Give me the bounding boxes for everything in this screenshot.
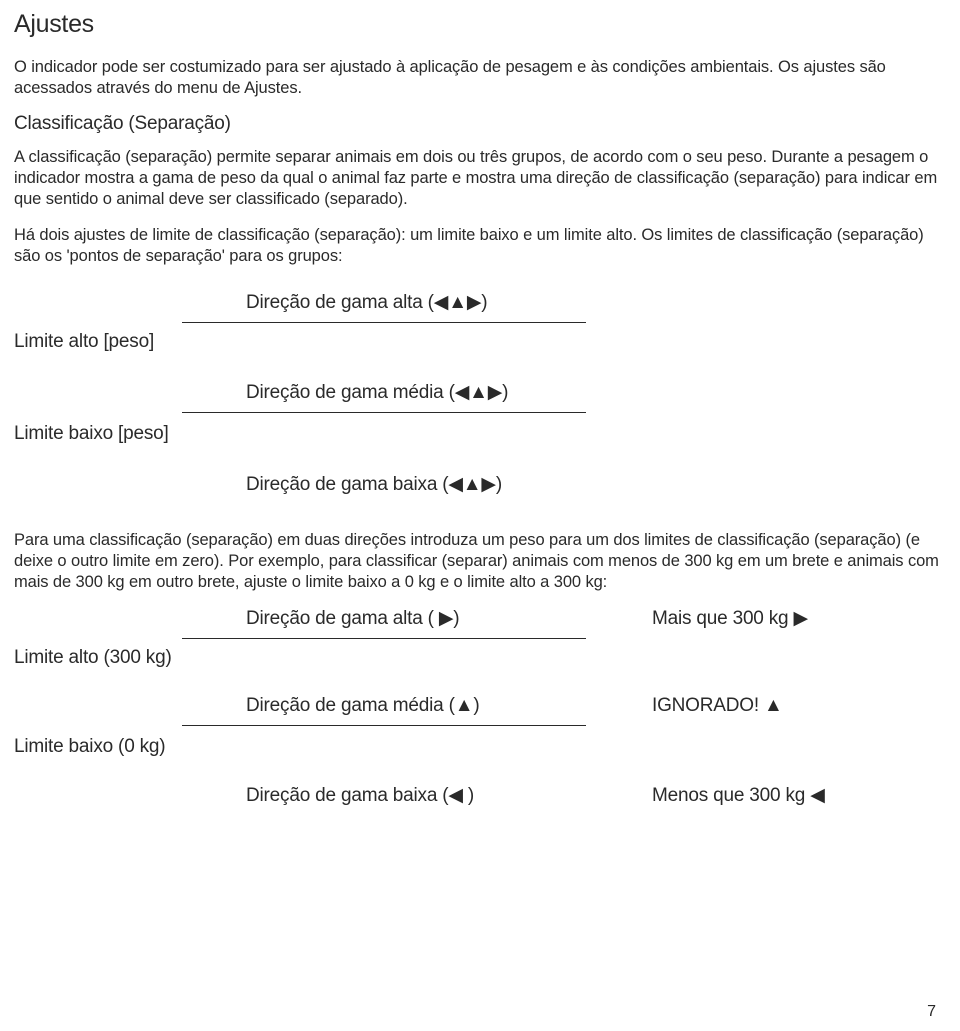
label-ignorado: IGNORADO! ▲	[652, 695, 783, 717]
divider-line	[182, 638, 586, 639]
page-number: 7	[927, 1003, 936, 1021]
label-limite-alto-300: Limite alto (300 kg)	[14, 647, 942, 669]
diagram-two-group: Direção de gama alta ( ▶) Mais que 300 k…	[14, 607, 942, 807]
label-gama-alta: Direção de gama alta (◀▲▶)	[246, 291, 942, 314]
label-gama-baixa: Direção de gama baixa (◀▲▶)	[246, 473, 942, 496]
label-limite-baixo: Limite baixo [peso]	[14, 423, 942, 445]
label-gama-alta-2: Direção de gama alta ( ▶)	[246, 607, 626, 630]
label-gama-media: Direção de gama média (◀▲▶)	[246, 381, 942, 404]
label-menos-300: Menos que 300 kg ◀	[652, 784, 825, 807]
label-gama-media-2: Direção de gama média (▲)	[246, 695, 626, 717]
para-limites: Há dois ajustes de limite de classificaç…	[14, 225, 942, 267]
label-mais-300: Mais que 300 kg ▶	[652, 607, 808, 630]
divider-line	[182, 322, 586, 323]
section-heading: Classificação (Separação)	[14, 113, 942, 135]
label-limite-baixo-0: Limite baixo (0 kg)	[14, 736, 942, 758]
intro-para: O indicador pode ser costumizado para se…	[14, 57, 942, 99]
divider-line	[182, 412, 586, 413]
divider-line	[182, 725, 586, 726]
diagram-three-group: Direção de gama alta (◀▲▶) Limite alto […	[14, 291, 942, 496]
para-classificacao: A classificação (separação) permite sepa…	[14, 147, 942, 210]
label-gama-baixa-2: Direção de gama baixa (◀ )	[246, 784, 626, 807]
page-title: Ajustes	[14, 10, 942, 39]
para-two-direction: Para uma classificação (separação) em du…	[14, 530, 942, 593]
label-limite-alto: Limite alto [peso]	[14, 331, 942, 353]
